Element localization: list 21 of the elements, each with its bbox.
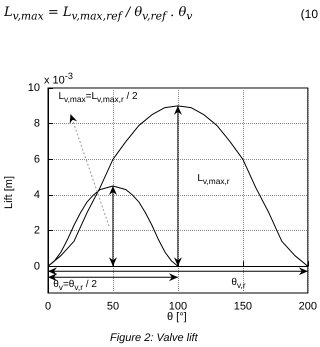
- annotation: θ$_{v,r}$: [231, 276, 246, 290]
- caption: Figure 2: Valve lift: [110, 332, 198, 344]
- annotation: L$_{v,max}$=L$_{v,max,r}$ / 2: [58, 91, 138, 104]
- x-tick-label: 150: [234, 300, 252, 312]
- x-tick-label: 0: [44, 300, 52, 312]
- y-tick-label: 6: [34, 153, 40, 166]
- x-tick-label: 200: [298, 300, 318, 312]
- y-tick-label: 8: [34, 118, 40, 130]
- y-tick-label: 0: [34, 260, 40, 272]
- y-tick-label: 4: [34, 188, 40, 201]
- y-tick-label: 2: [34, 224, 40, 237]
- y-axis-title: Lift [m]: [3, 175, 15, 208]
- text: L$_{v,max}$ = L$_{v,max,ref}$ / θ$_{v,ref}$ . θ$_{v}$: [4, 5, 192, 23]
- text: x 10$^{-3}$: [44, 71, 73, 87]
- annotation: L$_{v,max,r}$: [197, 173, 230, 186]
- x-axis-title: θ [°]: [167, 311, 187, 323]
- x-tick-label: 100: [168, 300, 188, 312]
- y-tick-label: 10: [28, 82, 40, 94]
- annotation: θ$_{v}$=θ$_{v,r}$ / 2: [53, 278, 97, 292]
- text: (10: [300, 7, 318, 21]
- x-tick-label: 50: [106, 300, 120, 312]
